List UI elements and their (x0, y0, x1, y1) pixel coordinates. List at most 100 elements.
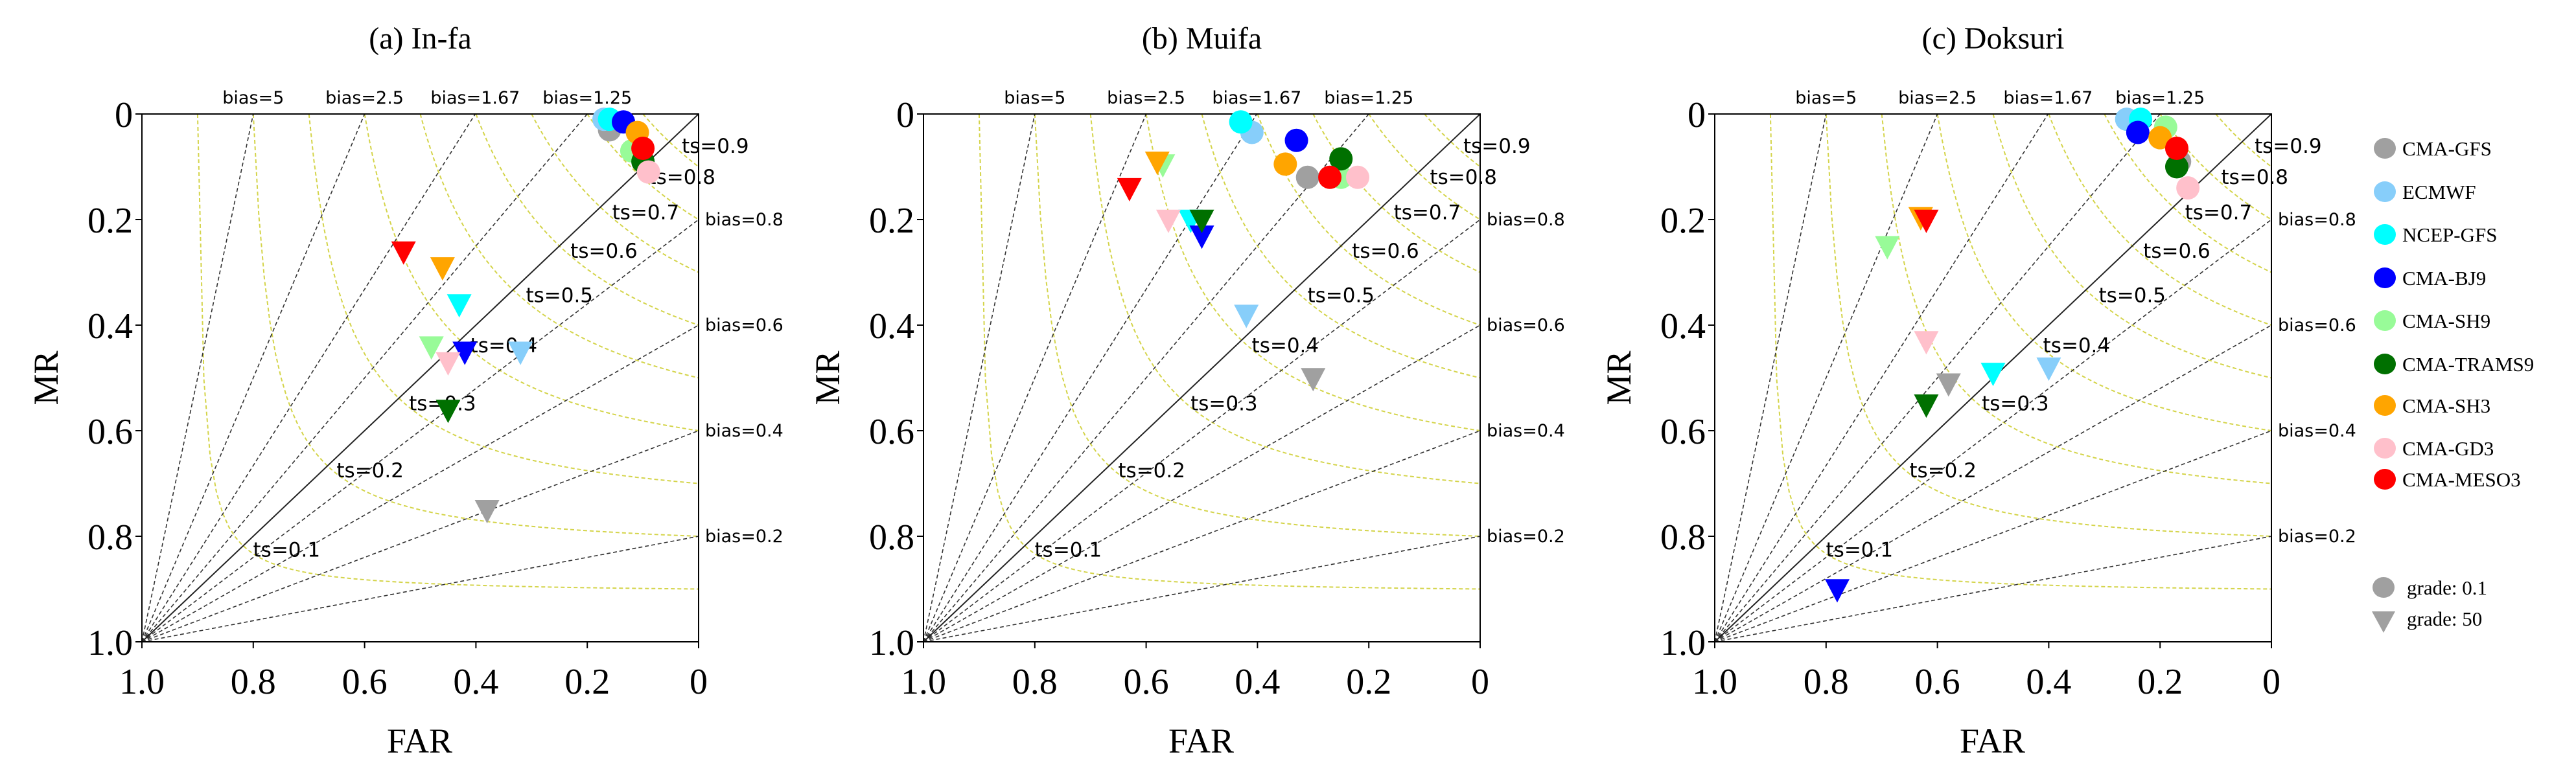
bias-label: bias=0.4 (2278, 421, 2356, 441)
x-tick-label: 0.6 (1915, 662, 1960, 702)
ts-label: ts=0.4 (1252, 334, 1319, 358)
ts-curve (475, 114, 699, 326)
ts-label: ts=0.5 (2098, 284, 2166, 308)
marker-grade-50-cma-sh3 (1144, 152, 1170, 176)
bias-line (142, 324, 699, 642)
ts-label: ts=0.2 (1909, 459, 1977, 482)
ts-curve (1424, 114, 1480, 168)
ts-curve (2215, 114, 2271, 168)
marker-grade-50-ncep-gfs (1980, 363, 2006, 387)
bias-label: bias=0.8 (705, 210, 783, 230)
legend-marker-cma-sh3 (2374, 395, 2396, 416)
bias-line (923, 114, 1258, 642)
bias-label: bias=0.8 (2278, 210, 2356, 230)
bias-label: bias=2.5 (1898, 88, 1977, 108)
bias-label: bias=0.6 (705, 315, 783, 335)
legend-label: CMA-BJ9 (2402, 267, 2486, 290)
bias-line (1715, 114, 2049, 642)
y-axis-label: MR (27, 350, 65, 405)
marker-grade-50-cma-gd3 (1155, 209, 1181, 233)
ts-curve (2104, 114, 2271, 273)
ts-label: ts=0.5 (526, 284, 593, 308)
bias-line (923, 430, 1480, 642)
bias-line (923, 114, 1480, 642)
ts-label: ts=0.1 (253, 538, 321, 562)
bias-line (142, 430, 699, 642)
y-tick-label: 0.6 (87, 412, 133, 452)
bias-label: bias=0.6 (1487, 315, 1565, 335)
ts-label: ts=0.7 (2185, 201, 2253, 225)
x-axis-label: FAR (1960, 721, 2025, 760)
marker-grade-50-cma-gd3 (435, 352, 461, 376)
bias-line (142, 219, 699, 642)
legend-label: CMA-TRAMS9 (2402, 353, 2534, 376)
axes-frame (1714, 113, 2272, 642)
x-tick-label: 0.4 (2026, 662, 2071, 702)
ts-curve (1089, 114, 1480, 484)
legend-grade-label: grade: 50 (2407, 607, 2482, 630)
ts-curve (2048, 114, 2271, 326)
legend: CMA-GFS ECMWF NCEP-GFS CMA-BJ9 CMA-SH9 CMA-TR… (2372, 137, 2534, 633)
bias-label: bias=2.5 (325, 88, 404, 108)
x-tick-label: 0.6 (1124, 662, 1169, 702)
marker-grade-0.1-cma-gd3 (636, 160, 660, 184)
marker-grade-0.1-cma-gfs (1295, 165, 1319, 189)
x-tick-label: 1.0 (119, 662, 165, 702)
ts-curve (1257, 114, 1480, 326)
panel-0: (a) In-fa bias=5 bias=2.5 bias=1.67 bias=1.2… (27, 21, 783, 760)
legend-label: CMA-GD3 (2402, 437, 2494, 460)
y-tick-label: 0.4 (87, 306, 133, 346)
legend-marker-cma-sh9 (2374, 310, 2396, 331)
bias-line (142, 536, 699, 642)
ts-curve (419, 114, 699, 379)
bias-label: bias=0.4 (705, 421, 783, 441)
bias-label: bias=0.4 (1487, 421, 1565, 441)
legend-marker-ncep-gfs (2374, 224, 2396, 245)
ts-curve (642, 114, 699, 168)
ts-curve (1201, 114, 1480, 379)
legend-label: ECMWF (2402, 181, 2476, 203)
bias-label: bias=0.2 (705, 527, 783, 547)
marker-grade-0.1-cma-gd3 (1346, 165, 1370, 189)
bias-line (142, 114, 254, 642)
marker-grade-50-cma-gd3 (1914, 331, 1939, 355)
y-tick-label: 0.6 (869, 412, 914, 452)
marker-grade-50-ecmwf (2036, 358, 2061, 381)
marker-grade-50-cma-trams9 (435, 400, 461, 424)
marker-grade-0.1-cma-trams9 (1329, 147, 1353, 171)
bias-label: bias=0.8 (1487, 210, 1565, 230)
bias-line (142, 114, 366, 642)
bias-label: bias=5 (1004, 88, 1065, 108)
x-axis-label: FAR (1168, 721, 1234, 760)
marker-grade-50-cma-sh3 (430, 257, 455, 281)
panel-title: (b) Muifa (1142, 21, 1262, 56)
bias-line (1715, 536, 2271, 642)
y-tick-label: 0.8 (87, 517, 133, 558)
y-tick-label: 0.4 (1660, 306, 1706, 346)
y-tick-label: 0.2 (87, 201, 133, 241)
y-tick-label: 0 (896, 95, 914, 135)
legend-label: NCEP-GFS (2402, 223, 2497, 246)
marker-grade-0.1-ncep-gfs (1229, 110, 1253, 134)
bias-line (142, 114, 476, 642)
x-tick-label: 1.0 (901, 662, 946, 702)
ts-label: ts=0.6 (570, 240, 638, 263)
y-tick-label: 0.8 (1660, 517, 1706, 558)
x-tick-label: 0 (690, 662, 708, 702)
bias-label: bias=1.67 (2003, 88, 2093, 108)
marker-grade-50-cma-trams9 (1914, 394, 1939, 418)
bias-line (142, 114, 699, 642)
ts-label: ts=0.7 (612, 201, 680, 225)
marker-grade-0.1-cma-meso3 (2164, 136, 2188, 160)
ts-label: ts=0.5 (1307, 284, 1375, 308)
ts-curve (1881, 114, 2271, 484)
bias-line (923, 219, 1480, 642)
bias-label: bias=1.67 (1212, 88, 1301, 108)
legend-grade-circle-icon (2373, 577, 2395, 598)
y-axis-label: MR (1599, 350, 1638, 405)
bias-label: bias=1.25 (2115, 88, 2205, 108)
ts-label: ts=0.9 (682, 135, 749, 158)
marker-grade-0.1-cma-sh3 (1273, 152, 1297, 176)
bias-label: bias=5 (222, 88, 284, 108)
